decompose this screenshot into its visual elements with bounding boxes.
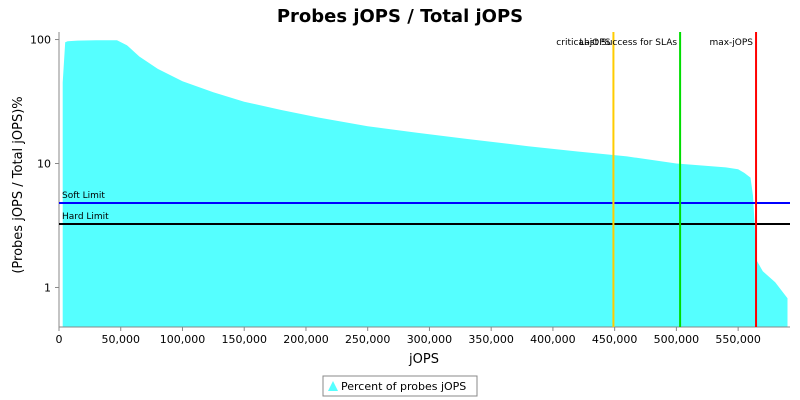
- x-tick-label: 100,000: [160, 333, 206, 346]
- vline-label-max-jops: max-jOPS: [709, 38, 753, 48]
- hline-label-soft-limit: Soft Limit: [62, 191, 105, 201]
- x-tick-label: 300,000: [407, 333, 453, 346]
- y-axis-label: (Probes jOPS / Total jOPS)%: [11, 96, 26, 273]
- hline-label-hard-limit: Hard Limit: [62, 212, 109, 222]
- x-tick-label: 450,000: [592, 333, 638, 346]
- area-series-probes-jops: [62, 40, 788, 328]
- y-tick-label: 100: [30, 34, 51, 47]
- plot-area: 1 10 100 0 50,000 100,000 150,000 200,000 250,00…: [30, 32, 790, 346]
- x-tick-label: 150,000: [221, 333, 267, 346]
- x-tick-label: 350,000: [468, 333, 514, 346]
- x-tick-label: 550,000: [715, 333, 761, 346]
- chart-title: Probes jOPS / Total jOPS: [277, 6, 523, 27]
- y-tick-label: 10: [37, 158, 51, 171]
- y-tick-label: 1: [44, 281, 51, 294]
- legend-box: [322, 375, 478, 397]
- x-tick-label: 250,000: [345, 333, 391, 346]
- vline-label-critical-jops: critical-jOPS: [556, 38, 610, 48]
- x-tick-label: 500,000: [654, 333, 700, 346]
- x-axis-label: jOPS: [408, 352, 439, 367]
- legend: Percent of probes jOPS: [322, 375, 478, 397]
- x-tick-label: 200,000: [283, 333, 329, 346]
- x-tick-label: 0: [56, 333, 63, 346]
- x-tick-label: 400,000: [530, 333, 576, 346]
- x-tick-label: 50,000: [101, 333, 140, 346]
- legend-marker: [328, 381, 338, 391]
- vline-label-last-success-for-slas: Last Success for SLAs: [579, 38, 677, 48]
- legend-entry: Percent of probes jOPS: [341, 380, 466, 393]
